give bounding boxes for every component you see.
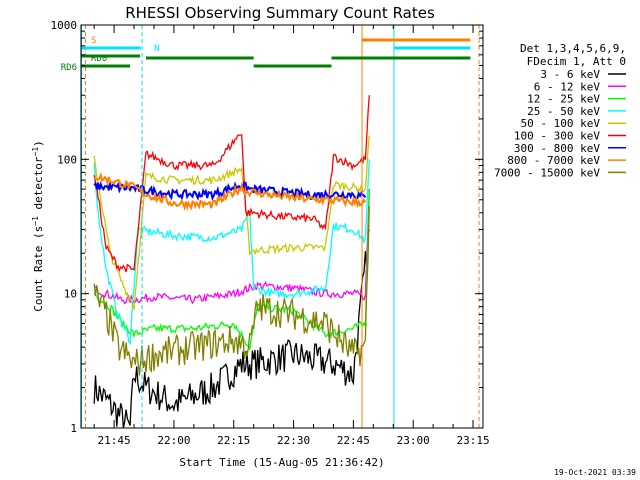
series-layer: [93, 95, 370, 428]
flag-label-rd0: RD0: [91, 54, 107, 64]
y-tick-label: 100: [57, 153, 77, 166]
flag-label-rd6: RD6: [61, 63, 77, 73]
legend-label-1: 3 - 6 keV: [540, 68, 600, 81]
legend-label-8: 800 - 7000 keV: [507, 154, 600, 167]
flag-label-saa: S: [91, 36, 96, 46]
y-tick-label: 1000: [51, 19, 78, 32]
series-line-1: [93, 229, 370, 428]
series-line-2: [94, 189, 370, 305]
series-line-8: [94, 171, 367, 212]
x-tick-label: 22:00: [157, 434, 190, 447]
series-line-4: [93, 159, 370, 346]
legend-label-2: 6 - 12 keV: [534, 80, 601, 93]
footer-date: 19-Oct-2021 03:39: [554, 468, 636, 477]
legend-label-9: 7000 - 15000 keV: [494, 166, 600, 179]
y-axis-label: Count Rate (s−1 detector−1): [31, 140, 45, 312]
x-tick-label: 23:00: [397, 434, 430, 447]
x-tick-label: 22:45: [337, 434, 370, 447]
chart-title: RHESSI Observing Summary Count Rates: [125, 4, 435, 22]
x-axis: 21:45 22:00 22:15 22:30 22:45 23:00 23:15: [93, 25, 490, 447]
series-line-6: [93, 95, 370, 273]
plot-frame: [80, 24, 484, 429]
legend-label-5: 50 - 100 keV: [521, 117, 601, 130]
legend-label-4: 25 - 50 keV: [527, 105, 600, 118]
legend-label-6: 100 - 300 keV: [514, 130, 600, 143]
x-tick-label: 22:30: [277, 434, 310, 447]
y-tick-label: 1: [70, 422, 77, 435]
legend-label-3: 12 - 25 keV: [527, 93, 600, 106]
y-tick-label: 10: [64, 288, 77, 301]
flag-layer: S N RD0 RD6: [61, 25, 480, 428]
x-tick-label: 22:15: [217, 434, 250, 447]
x-axis-label: Start Time (15-Aug-05 21:36:42): [179, 456, 384, 469]
series-line-9: [93, 205, 370, 376]
legend-label-7: 300 - 800 keV: [514, 142, 600, 155]
series-line-7: [93, 180, 367, 202]
legend-header-2: FDecim 1, Att 0: [527, 55, 626, 68]
x-tick-label: 21:45: [98, 434, 131, 447]
legend: Det 1,3,4,5,6,9, FDecim 1, Att 0 3 - 6 k…: [494, 42, 626, 179]
legend-header-1: Det 1,3,4,5,6,9,: [520, 42, 626, 55]
series-line-3: [93, 189, 370, 350]
y-axis: 1 10 100 1000: [51, 19, 483, 435]
flag-label-night: N: [154, 44, 159, 54]
x-tick-label: 23:15: [456, 434, 489, 447]
series-line-5: [93, 135, 370, 310]
